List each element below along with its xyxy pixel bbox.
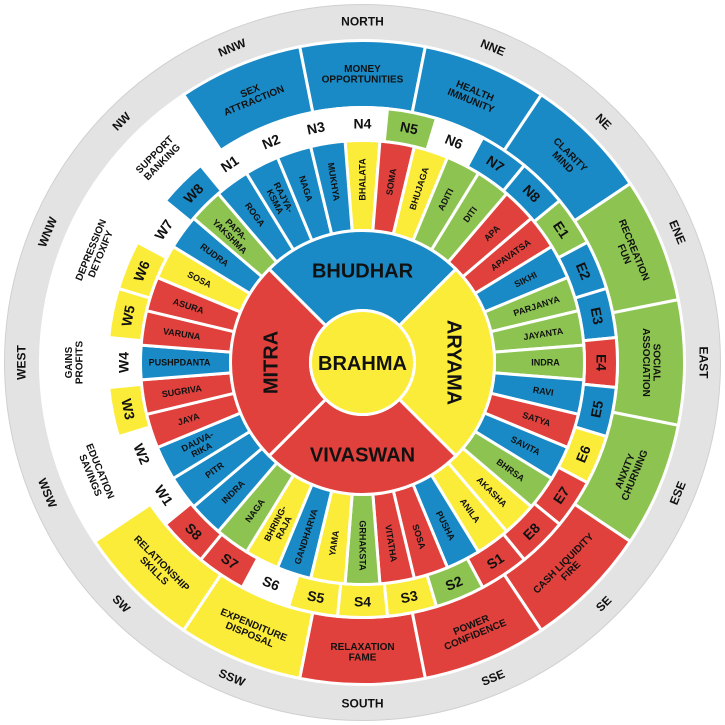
pada-label: S6 <box>260 573 282 594</box>
deity-ring: BHALATA SOMA BHUJAGA ADITIDITIAPAAPAVATSASI… <box>138 138 587 587</box>
pada-label: W4 <box>115 352 131 373</box>
pada-label: E5 <box>587 399 606 419</box>
direction-label: SOUTH <box>342 697 384 711</box>
pada-label: W6 <box>130 258 153 284</box>
zone-label: MONEY OPPORTUNITIES <box>322 64 404 86</box>
direction-label: NORTH <box>341 15 384 29</box>
pada-label: N6 <box>443 131 466 153</box>
deity-label: SOMA <box>384 167 398 196</box>
brahma-label: BRAHMA <box>318 353 407 375</box>
deity-label: PUSHPDANTA <box>149 358 211 368</box>
pada-label: S3 <box>399 587 419 606</box>
inner-deity-label: BHUDHAR <box>312 261 414 283</box>
pada-label: E4 <box>594 354 610 371</box>
pada-label: S2 <box>443 572 465 593</box>
zone-label: RELAXATION FAME <box>330 642 394 664</box>
deity-label: RAVI <box>532 385 554 398</box>
pada-label: W5 <box>118 304 138 328</box>
inner-deity-ring: BHUDHAR ARYAMA VIVASWAN MITRA <box>229 229 496 496</box>
pada-label: S5 <box>306 587 326 606</box>
pada-label: E6 <box>573 443 594 465</box>
pada-label: N4 <box>354 115 372 131</box>
deity-label: BHALATA <box>358 158 368 201</box>
pada-label: N2 <box>260 131 283 153</box>
pada-label: S4 <box>354 593 371 609</box>
inner-deity-label: MITRA <box>261 331 283 394</box>
deity-label: INDRA <box>531 358 560 368</box>
inner-deity-label: VIVASWAN <box>310 445 415 467</box>
pada-label: E1 <box>550 218 573 241</box>
pada-label: N5 <box>399 118 420 137</box>
direction-label: WEST <box>15 345 29 380</box>
brahma-center <box>309 309 416 416</box>
deity-label: YAMA <box>327 529 341 556</box>
center-circle: BRAHMA <box>309 309 416 416</box>
pada-label: E3 <box>587 306 606 326</box>
pada-label: E7 <box>550 483 573 506</box>
direction-label: EAST <box>696 346 710 379</box>
inner-deity-label: ARYAMA <box>443 320 465 405</box>
pada-label: W3 <box>118 397 138 421</box>
zone-label: GAINSPROFITS <box>64 341 86 385</box>
zone-label: SOCIALASSOCIATION <box>640 328 662 397</box>
pada-label: N3 <box>306 118 327 137</box>
pada-label: W2 <box>130 441 153 467</box>
pada-label: E2 <box>573 260 594 282</box>
zone-ring: MONEY OPPORTUNITIES HEALTHIMMUNITYCLARITYM… <box>39 39 686 686</box>
deity-label: GRHAKSTA <box>357 520 367 571</box>
